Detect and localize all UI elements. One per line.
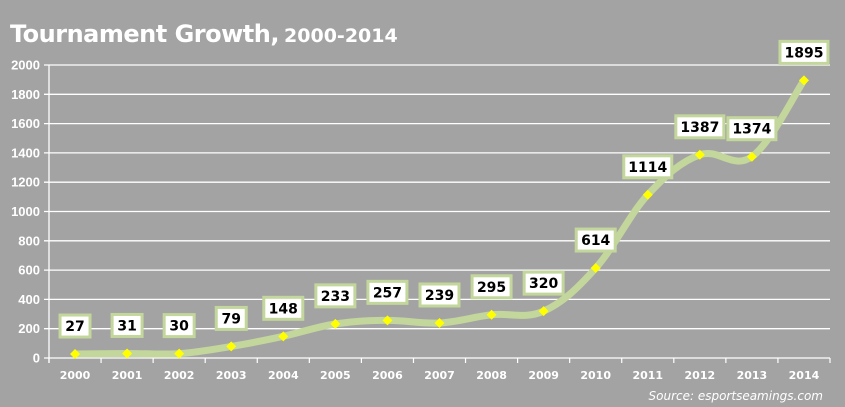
x-tick-label: 2007 <box>424 369 455 382</box>
data-label-box <box>522 270 565 296</box>
data-label-box <box>162 313 196 339</box>
data-point-marker[interactable] <box>70 349 81 360</box>
data-label: 1387 <box>680 120 719 136</box>
data-label-box <box>470 274 513 300</box>
data-label: 79 <box>221 311 240 327</box>
x-tick-label: 2003 <box>216 369 247 382</box>
x-tick-label: 2009 <box>528 369 559 382</box>
data-point-marker[interactable] <box>226 341 237 352</box>
data-point-marker[interactable] <box>330 318 341 329</box>
data-label-box <box>314 283 357 309</box>
data-point-marker[interactable] <box>486 309 497 320</box>
x-tick-label: 2012 <box>685 369 716 382</box>
chart-title: Tournament Growth, 2000-2014 <box>10 20 398 48</box>
data-label-box <box>262 295 305 321</box>
y-tick-label: 600 <box>18 263 40 278</box>
x-tick-label: 2010 <box>580 369 611 382</box>
data-label: 1114 <box>628 160 667 176</box>
data-label-box <box>58 313 92 339</box>
data-point-marker[interactable] <box>694 149 705 160</box>
data-label-box <box>366 279 409 305</box>
x-tick-label: 2002 <box>164 369 195 382</box>
data-point-marker[interactable] <box>434 317 445 328</box>
y-tick-label: 2000 <box>11 58 40 73</box>
y-tick-label: 1200 <box>11 175 40 190</box>
source-note: Source: esportseamings.com <box>648 389 824 403</box>
data-point-marker[interactable] <box>278 331 289 342</box>
y-tick-label: 200 <box>18 321 40 336</box>
y-tick-label: 1600 <box>11 116 40 131</box>
data-label: 320 <box>529 276 558 292</box>
data-label: 27 <box>65 319 84 335</box>
data-label: 1374 <box>732 122 771 138</box>
data-label-box <box>418 282 461 308</box>
data-label-box <box>674 114 726 140</box>
data-label-box <box>622 154 674 180</box>
data-label: 239 <box>425 288 454 304</box>
y-tick-label: 400 <box>18 292 40 307</box>
data-label: 148 <box>269 301 298 317</box>
x-tick-label: 2000 <box>60 369 91 382</box>
y-tick-label: 1000 <box>11 204 40 219</box>
data-label-box <box>214 305 248 331</box>
data-label: 295 <box>477 280 506 296</box>
data-point-marker[interactable] <box>382 315 393 326</box>
x-tick-label: 2004 <box>268 369 299 382</box>
chart-title-main: Tournament Growth, <box>10 20 279 48</box>
x-tick-label: 2014 <box>789 369 820 382</box>
data-point-marker[interactable] <box>642 189 653 200</box>
x-tick-label: 2006 <box>372 369 403 382</box>
data-label: 31 <box>117 318 136 334</box>
data-point-marker[interactable] <box>798 75 809 86</box>
chart-subtitle: 2000-2014 <box>284 25 398 47</box>
y-tick-label: 1400 <box>11 145 40 160</box>
x-tick-label: 2005 <box>320 369 351 382</box>
data-label-box <box>778 39 830 65</box>
y-tick-label: 1800 <box>11 87 40 102</box>
data-label: 257 <box>373 285 402 301</box>
data-label-box <box>110 312 144 338</box>
x-tick-label: 2008 <box>476 369 507 382</box>
y-tick-label: 0 <box>33 351 40 366</box>
data-label: 30 <box>169 319 189 335</box>
data-label: 233 <box>321 289 350 305</box>
x-tick-label: 2013 <box>737 369 768 382</box>
data-point-marker[interactable] <box>538 306 549 317</box>
x-tick-label: 2011 <box>632 369 663 382</box>
x-tick-label: 2001 <box>112 369 143 382</box>
data-point-marker[interactable] <box>174 348 185 359</box>
data-point-marker[interactable] <box>746 151 757 162</box>
data-label-box <box>726 116 778 142</box>
data-point-marker[interactable] <box>122 348 133 359</box>
data-label: 614 <box>581 233 610 249</box>
data-label-box <box>574 227 617 253</box>
y-tick-label: 800 <box>18 233 40 248</box>
data-point-marker[interactable] <box>590 263 601 274</box>
data-label: 1895 <box>784 45 823 61</box>
